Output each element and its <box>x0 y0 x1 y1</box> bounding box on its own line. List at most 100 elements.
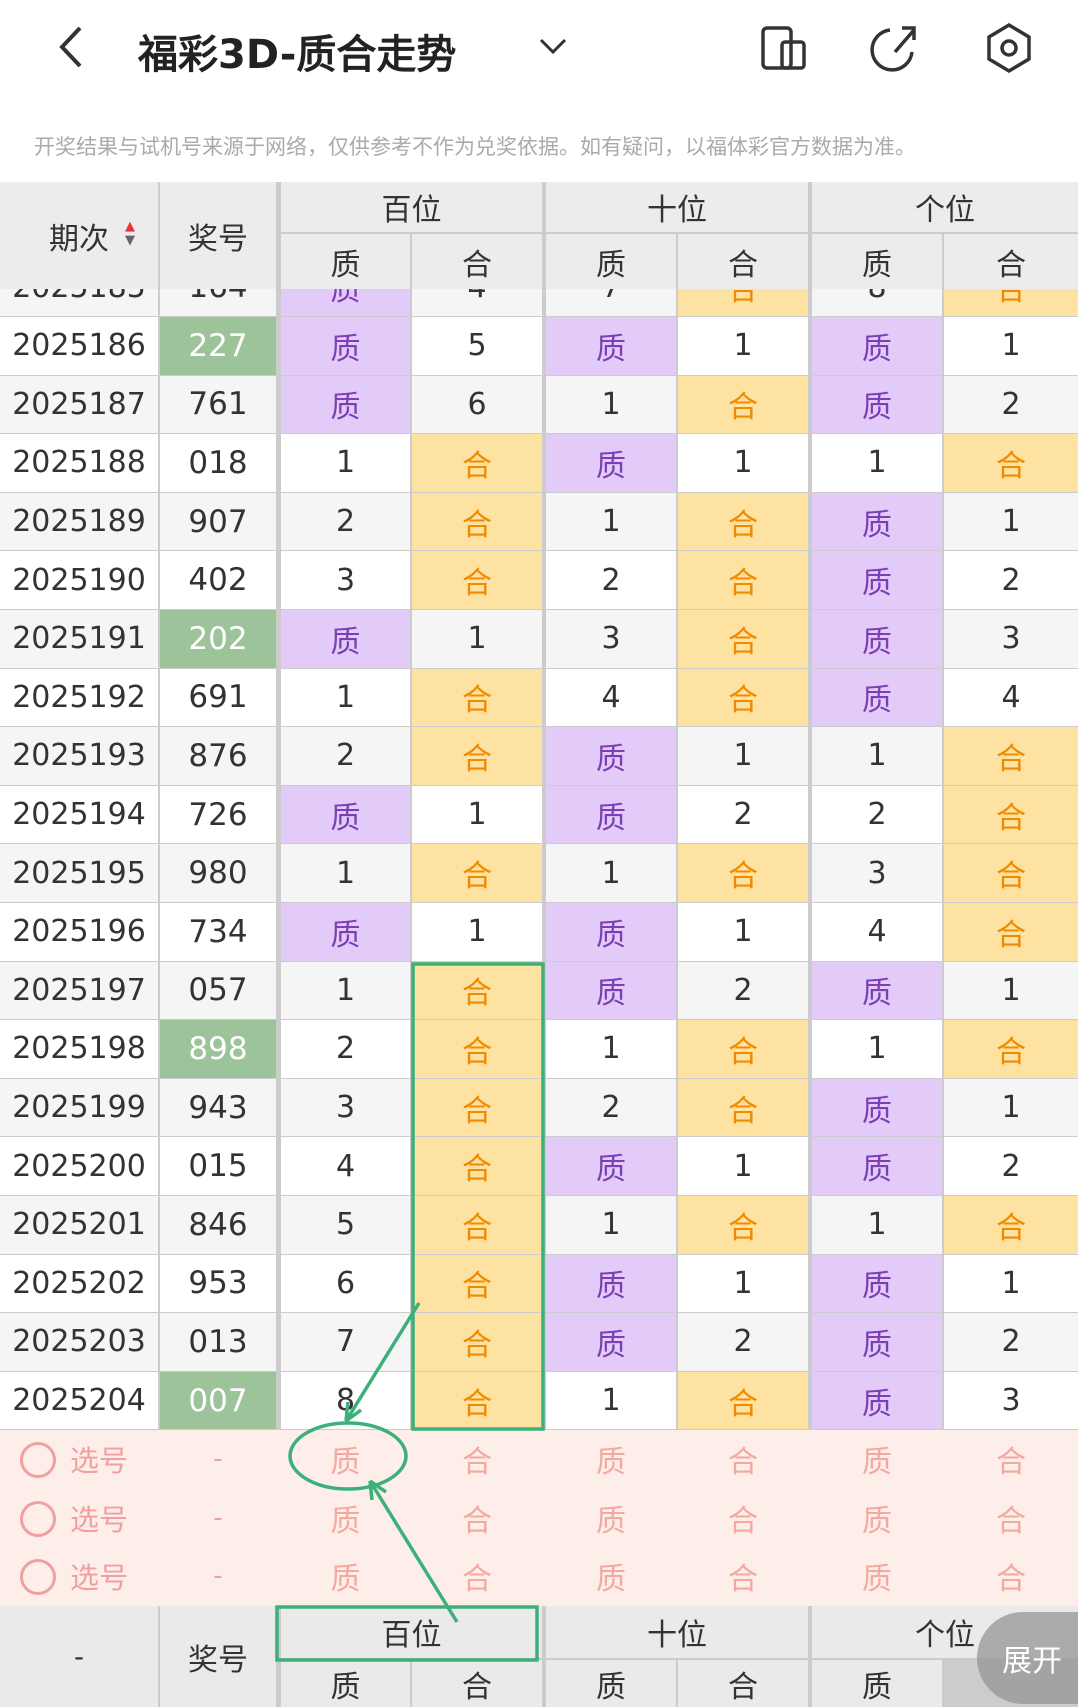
trend-cell: 合 <box>412 961 542 1020</box>
sub-header: 合 <box>678 1660 808 1707</box>
trend-cell: 8 <box>281 1371 410 1430</box>
top-bar <box>59 22 1031 74</box>
trend-cell: 3 <box>944 610 1078 668</box>
select-cell[interactable]: 合 <box>728 1445 758 1481</box>
trend-cell: 合 <box>412 727 542 785</box>
share-icon[interactable] <box>870 26 916 72</box>
back-icon[interactable] <box>59 26 82 68</box>
trend-cell: 合 <box>944 434 1078 492</box>
period: 2025198 <box>0 1020 158 1078</box>
trend-cell: 2 <box>812 785 942 844</box>
draw-number: 057 <box>160 961 276 1020</box>
trend-cell: 质 <box>546 434 676 492</box>
footer-header: - 奖号 百位 十位 个位质合质合质 <box>0 1606 1078 1707</box>
select-radio[interactable] <box>20 1559 56 1596</box>
period: 2025196 <box>0 903 158 961</box>
sub-header: 合 <box>412 1660 542 1707</box>
trend-cell: 合 <box>412 492 542 551</box>
footer-period: - <box>0 1606 158 1707</box>
notice: 开奖结果与试机号来源于网络，仅供参考不作为兑奖依据。如有疑问，以福体彩官方数据为… <box>34 135 916 159</box>
trend-cell: 质 <box>812 1254 942 1313</box>
trend-cell: 合 <box>944 727 1078 785</box>
trend-cell: 质 <box>546 903 676 961</box>
select-cell[interactable]: 质 <box>596 1503 626 1539</box>
sort-icon: ▲ ▼ <box>125 219 135 248</box>
select-cell[interactable]: 合 <box>996 1503 1026 1539</box>
trend-cell: 1 <box>546 375 676 434</box>
trend-cell: 合 <box>944 1020 1078 1078</box>
select-cell[interactable]: 合 <box>462 1503 492 1539</box>
group-header: 十位 <box>546 1606 808 1658</box>
draw-number: 726 <box>160 785 276 844</box>
select-cell[interactable]: 合 <box>462 1562 492 1598</box>
trend-cell: 2 <box>944 1137 1078 1195</box>
select-radio[interactable] <box>20 1442 56 1478</box>
draw-number: 691 <box>160 668 276 727</box>
select-cell[interactable]: 质 <box>862 1562 892 1598</box>
layout-icon[interactable] <box>761 26 793 70</box>
trend-cell: 4 <box>412 289 542 316</box>
select-cell[interactable]: 质 <box>862 1503 892 1539</box>
select-cell[interactable]: 合 <box>996 1445 1026 1481</box>
trend-cell: 质 <box>546 785 676 844</box>
select-cell[interactable]: 质 <box>596 1562 626 1598</box>
trend-cell: 1 <box>678 1254 808 1313</box>
trend-cell: 3 <box>944 1371 1078 1430</box>
trend-cell: 1 <box>944 961 1078 1020</box>
trend-cell: 合 <box>678 1020 808 1078</box>
trend-cell: 合 <box>678 1078 808 1137</box>
trend-cell: 3 <box>281 1078 410 1137</box>
trend-cell: 3 <box>546 610 676 668</box>
select-cell[interactable]: 合 <box>462 1445 492 1481</box>
period: 2025186 <box>0 317 158 375</box>
select-cell[interactable]: 质 <box>330 1503 361 1539</box>
select-radio[interactable] <box>20 1500 56 1537</box>
trend-cell: 合 <box>412 1371 542 1430</box>
trend-cell: 4 <box>812 903 942 961</box>
select-label[interactable]: 选号 <box>70 1502 129 1537</box>
trend-cell: 质 <box>812 317 942 375</box>
select-cell[interactable]: 质 <box>330 1445 361 1481</box>
trend-cell: 质 <box>812 1078 942 1137</box>
select-cell[interactable]: 质 <box>330 1562 361 1598</box>
trend-cell: 2 <box>281 727 410 785</box>
period: 2025197 <box>0 961 158 1020</box>
draw-number: 876 <box>160 727 276 785</box>
trend-cell: 5 <box>281 1196 410 1254</box>
period: 2025203 <box>0 1313 158 1371</box>
trend-cell: 4 <box>944 668 1078 727</box>
trend-cell: 合 <box>412 1078 542 1137</box>
draw-number: 734 <box>160 903 276 961</box>
select-cell[interactable]: 合 <box>728 1562 758 1598</box>
trend-cell: 4 <box>281 1137 410 1195</box>
trend-cell: 1 <box>412 610 542 668</box>
sub-header: 质 <box>546 1660 676 1707</box>
period: 2025187 <box>0 375 158 434</box>
select-label[interactable]: 选号 <box>70 1444 129 1479</box>
trend-cell: 2 <box>546 1078 676 1137</box>
select-cell[interactable]: 合 <box>728 1503 758 1539</box>
trend-cell: 质 <box>812 551 942 609</box>
trend-cell: 1 <box>812 727 942 785</box>
select-cell[interactable]: 质 <box>596 1445 626 1481</box>
trend-cell: 合 <box>412 1137 542 1195</box>
select-cell[interactable]: 质 <box>862 1445 892 1481</box>
sub-header: 质 <box>281 1660 410 1707</box>
group-header: 个位 <box>812 182 1078 232</box>
dropdown-icon[interactable] <box>539 38 567 55</box>
settings-icon[interactable] <box>987 22 1031 74</box>
select-cell[interactable]: 合 <box>996 1562 1026 1598</box>
select-label[interactable]: 选号 <box>70 1561 129 1596</box>
trend-cell: 合 <box>678 375 808 434</box>
expand-button[interactable]: 展开 <box>977 1612 1078 1704</box>
trend-cell: 质 <box>812 1313 942 1371</box>
trend-cell: 2 <box>944 551 1078 609</box>
trend-cell: 质 <box>281 317 410 375</box>
select-number: - <box>213 1561 223 1592</box>
trend-cell: 合 <box>944 289 1078 316</box>
trend-cell: 1 <box>944 492 1078 551</box>
period: 2025185 <box>0 289 158 316</box>
trend-cell: 质 <box>812 668 942 727</box>
draw-number: 943 <box>160 1078 276 1137</box>
